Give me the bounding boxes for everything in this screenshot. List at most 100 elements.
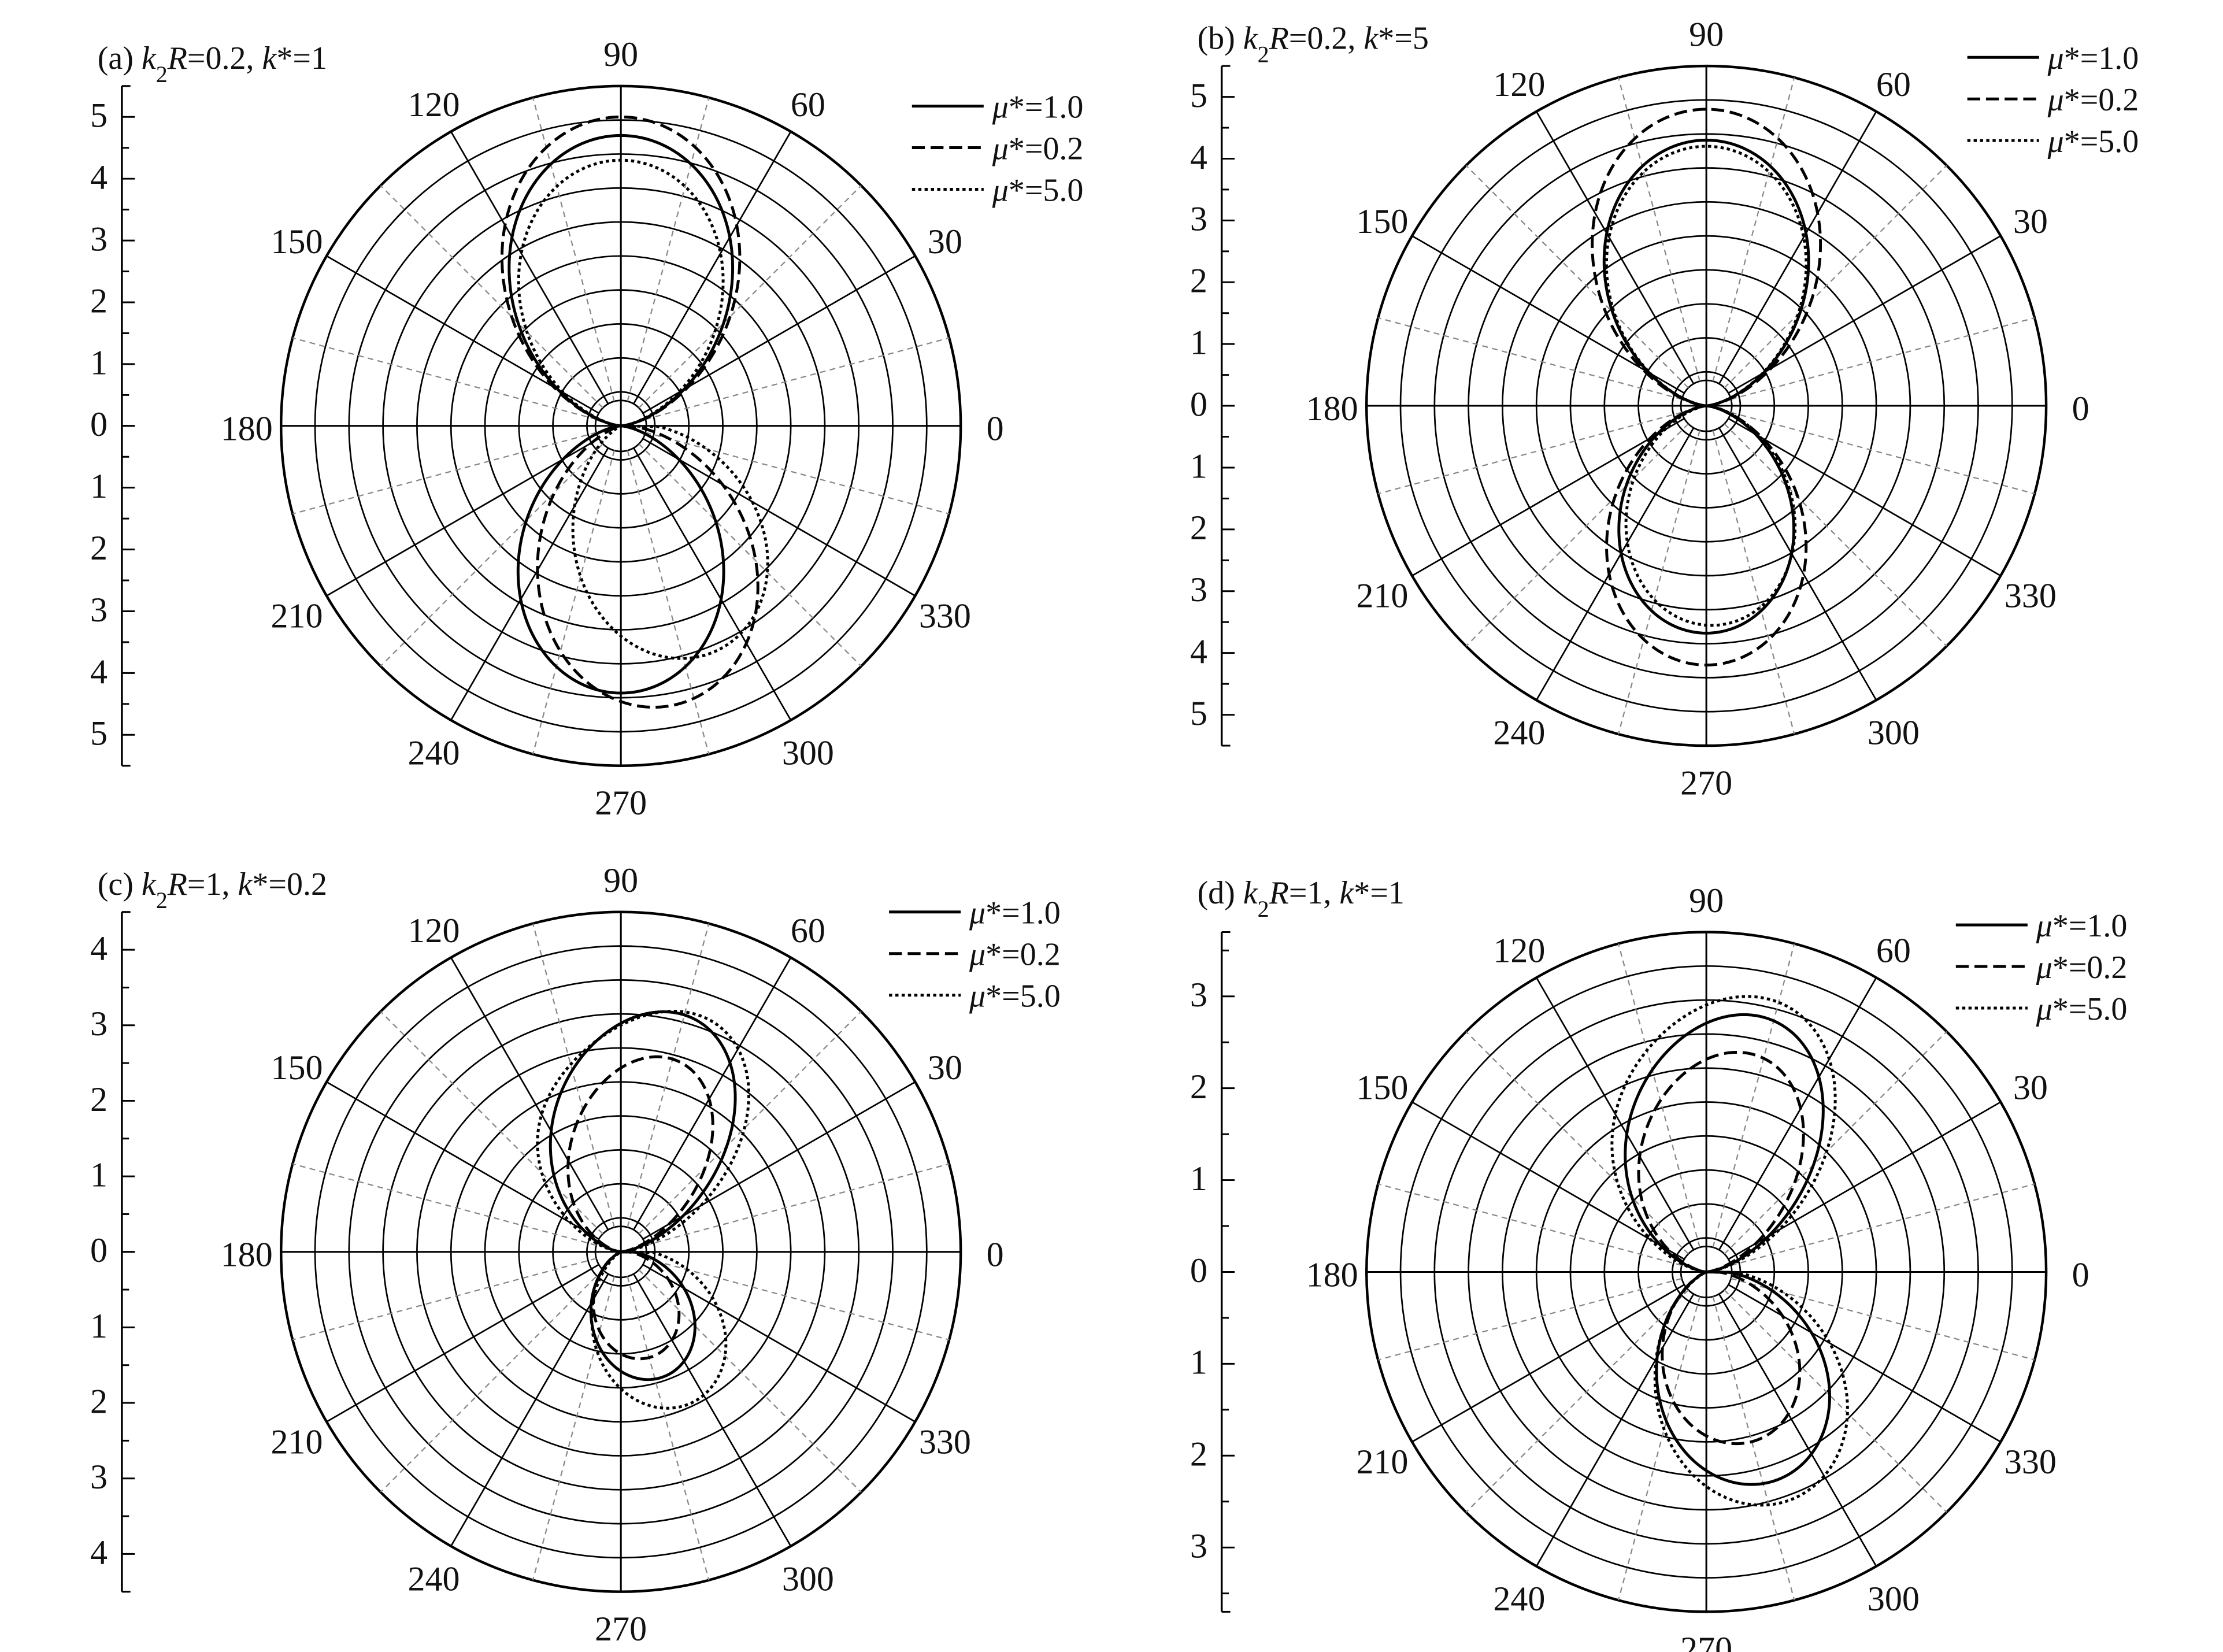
radial-tick-label: 2 (1190, 262, 1207, 300)
polar-spoke-minor (645, 1163, 950, 1246)
polar-spoke-minor (1731, 412, 2035, 495)
polar-spoke-minor (380, 185, 603, 409)
legend-label: μ*=5.0 (2047, 124, 2139, 160)
angle-label: 270 (1680, 764, 1732, 802)
radial-tick-label: 2 (90, 529, 108, 567)
angle-label: 0 (987, 410, 1004, 448)
radial-tick-label: 4 (1190, 138, 1207, 176)
angle-label: 30 (928, 1049, 962, 1087)
polar-spoke-minor (1377, 412, 1682, 495)
polar-spoke-major (633, 131, 792, 405)
polar-spoke-minor (1712, 430, 1795, 735)
angle-label: 330 (919, 597, 971, 635)
polar-spoke-minor (532, 923, 615, 1228)
polar-spoke-minor (380, 1269, 603, 1493)
polar-spoke-major (1728, 417, 2002, 577)
angle-label: 180 (1306, 390, 1358, 428)
polar-spoke-minor (292, 337, 596, 420)
angle-label: 210 (1356, 1443, 1408, 1481)
polar-spoke-major (1728, 1101, 2002, 1260)
polar-spoke-minor (627, 923, 710, 1228)
angle-label: 120 (407, 86, 460, 124)
angle-label: 300 (782, 1560, 834, 1598)
polar-spoke-minor (1731, 317, 2035, 400)
angle-label: 30 (928, 223, 962, 261)
series-line (1624, 1013, 1832, 1486)
polar-spoke-minor (1724, 1031, 1947, 1255)
polar-spoke-minor (532, 97, 615, 402)
legend-label: μ*=5.0 (969, 979, 1061, 1014)
polar-spoke-major (1728, 1284, 2002, 1443)
polar-panel-b: 0306090120150180210240270300330543210123… (1190, 15, 2139, 802)
polar-spoke-major (1411, 1101, 1685, 1260)
legend-label: μ*=0.2 (2047, 82, 2139, 118)
angle-label: 90 (603, 35, 638, 73)
polar-spoke-major (633, 1273, 792, 1547)
radial-tick-label: 1 (1190, 324, 1207, 362)
polar-spoke-minor (292, 1258, 596, 1340)
polar-spoke-minor (1712, 77, 1795, 381)
polar-spoke-minor (532, 450, 615, 755)
angle-label: 0 (2072, 390, 2089, 428)
angle-label: 90 (1689, 881, 1724, 920)
radial-tick-label: 3 (1190, 571, 1207, 609)
polar-panel-c: 0306090120150180210240270300330432101234… (90, 861, 1061, 1648)
polar-spoke-major (1535, 1293, 1695, 1567)
polar-spoke-major (1718, 111, 1877, 384)
radial-tick-label: 0 (1190, 1251, 1207, 1290)
radial-tick-label: 4 (90, 929, 108, 967)
angle-label: 240 (1493, 714, 1545, 752)
polar-spoke-minor (1377, 1277, 1682, 1361)
polar-spoke-major (1411, 1284, 1685, 1443)
polar-spoke-major (450, 1273, 609, 1547)
angle-label: 120 (407, 912, 460, 950)
polar-spoke-major (1411, 417, 1685, 577)
angle-label: 300 (1868, 714, 1920, 752)
polar-spoke-minor (1617, 1296, 1700, 1601)
polar-spoke-minor (638, 443, 862, 667)
polar-spoke-minor (645, 337, 950, 420)
radial-tick-label: 2 (1190, 1068, 1207, 1106)
radial-tick-label: 5 (90, 97, 108, 135)
radial-tick-label: 2 (1190, 1435, 1207, 1473)
polar-spoke-minor (1712, 943, 1795, 1248)
angle-label: 180 (221, 1236, 273, 1274)
angle-label: 210 (271, 1423, 323, 1461)
polar-panel-a: 0306090120150180210240270300330543210123… (90, 35, 1083, 822)
series-line (500, 115, 759, 709)
polar-spoke-minor (1617, 430, 1700, 735)
panel-title: (d) k2R=1, k*=1 (1197, 875, 1404, 922)
polar-spoke-minor (638, 185, 862, 409)
polar-spoke-minor (1465, 165, 1689, 388)
radial-tick-label: 1 (1190, 447, 1207, 485)
polar-panel-d: 03060901201501802102402703003303210123(d… (1190, 875, 2128, 1652)
angle-label: 120 (1493, 65, 1545, 103)
radial-tick-label: 1 (1190, 1160, 1207, 1198)
angle-label: 180 (1306, 1255, 1358, 1294)
polar-spoke-minor (1377, 1183, 1682, 1266)
polar-spoke-major (642, 438, 916, 597)
polar-spoke-major (633, 447, 792, 721)
angle-label: 120 (1493, 932, 1545, 970)
polar-spoke-minor (1724, 1289, 1947, 1513)
angle-label: 150 (1356, 202, 1408, 240)
panel-title: (a) k2R=0.2, k*=1 (98, 40, 327, 87)
polar-spoke-major (1535, 977, 1695, 1250)
polar-spoke-minor (292, 1163, 596, 1246)
polar-spoke-major (326, 1081, 599, 1240)
angle-label: 60 (1876, 65, 1911, 103)
polar-spoke-minor (1731, 1183, 2035, 1266)
legend-label: μ*=5.0 (2036, 991, 2128, 1027)
polar-spoke-major (1535, 427, 1695, 701)
polar-spoke-minor (1617, 943, 1700, 1248)
polar-spoke-minor (1465, 423, 1689, 647)
radial-tick-label: 3 (1190, 976, 1207, 1014)
legend-label: μ*=0.2 (2036, 950, 2128, 986)
angle-label: 0 (2072, 1255, 2089, 1294)
angle-label: 240 (407, 1560, 460, 1598)
polar-spoke-major (326, 438, 599, 597)
radial-tick-label: 0 (90, 1231, 108, 1269)
angle-label: 30 (2013, 202, 2048, 240)
series-line (536, 1009, 751, 1410)
